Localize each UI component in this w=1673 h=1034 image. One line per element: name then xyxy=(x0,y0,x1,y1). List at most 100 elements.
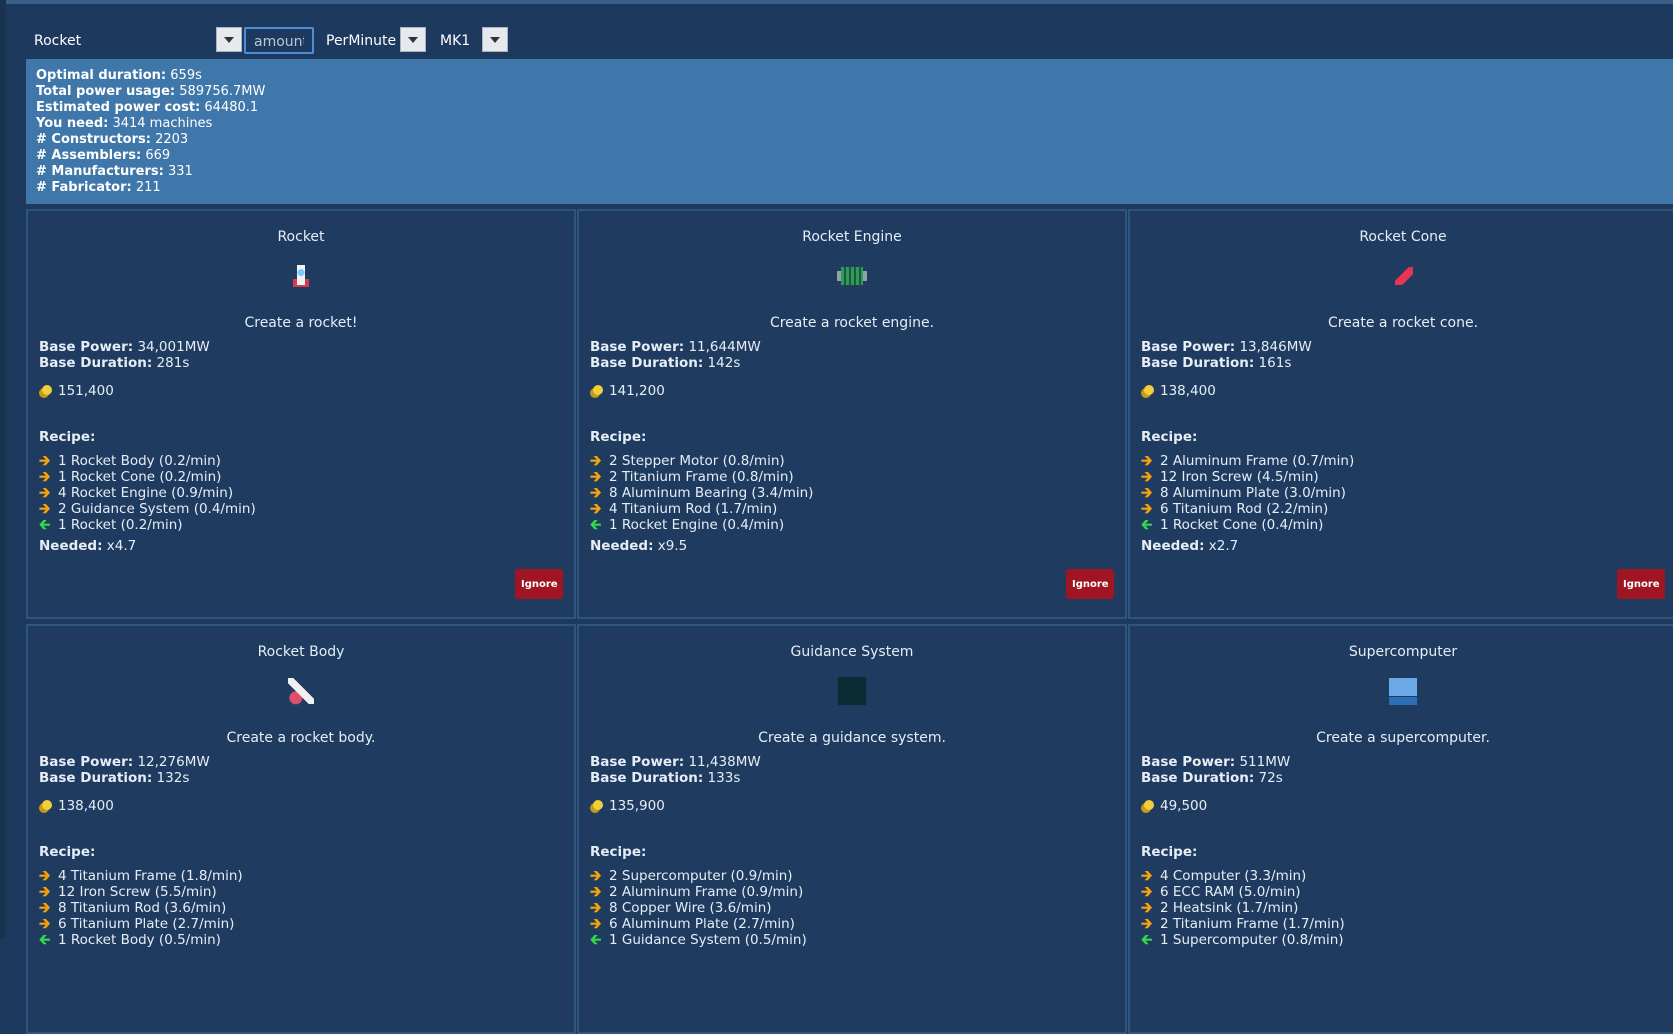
recipe-item: 🡲 2 Guidance System (0.4/min) xyxy=(39,501,256,517)
recipe-heading: Recipe: xyxy=(1141,844,1198,860)
card-stats: Base Power: 11,644MW Base Duration: 142s xyxy=(590,339,761,371)
recipe-item-text: 6 ECC RAM (5.0/min) xyxy=(1160,884,1301,900)
cost-value: 138,400 xyxy=(58,798,114,814)
arrow-left-icon: 🡰 xyxy=(39,932,51,948)
recipe-item: 🡲 2 Stepper Motor (0.8/min) xyxy=(590,453,813,469)
base-duration-value: 132s xyxy=(156,770,190,786)
recipe-item: 🡰 1 Rocket Body (0.5/min) xyxy=(39,932,243,948)
card-description: Create a guidance system. xyxy=(758,730,946,746)
recipe-heading: Recipe: xyxy=(590,844,647,860)
coin-icon xyxy=(1141,799,1154,813)
summary-value: 669 xyxy=(145,148,171,163)
cost-row: 141,200 xyxy=(590,383,665,399)
base-duration-value: 133s xyxy=(707,770,741,786)
summary-value: 659s xyxy=(170,68,202,83)
cost-value: 49,500 xyxy=(1160,798,1208,814)
item-select[interactable]: Rocket xyxy=(26,27,242,54)
chevron-down-icon[interactable] xyxy=(482,27,508,52)
base-power-row: Base Power: 511MW xyxy=(1141,754,1290,770)
card-description: Create a supercomputer. xyxy=(1316,730,1490,746)
recipe-item-text: 6 Titanium Rod (2.2/min) xyxy=(1160,501,1329,517)
cost-row: 49,500 xyxy=(1141,798,1207,814)
summary-row: You need: 3414 machines xyxy=(36,116,1663,132)
chevron-down-icon[interactable] xyxy=(216,27,242,52)
arrow-right-icon: 🡲 xyxy=(39,469,51,485)
arrow-right-icon: 🡲 xyxy=(590,469,602,485)
arrow-right-icon: 🡲 xyxy=(39,868,51,884)
recipe-item-text: 12 Iron Screw (5.5/min) xyxy=(58,884,217,900)
arrow-right-icon: 🡲 xyxy=(590,868,602,884)
recipe-item-text: 8 Copper Wire (3.6/min) xyxy=(609,900,772,916)
base-power-value: 11,644MW xyxy=(688,339,761,355)
arrow-right-icon: 🡲 xyxy=(1141,884,1153,900)
base-power-value: 13,846MW xyxy=(1239,339,1312,355)
arrow-right-icon: 🡲 xyxy=(1141,469,1153,485)
base-duration-value: 161s xyxy=(1258,355,1292,371)
amount-input[interactable] xyxy=(244,27,314,54)
guidance-system-icon xyxy=(835,674,869,708)
recipe-item-text: 4 Titanium Rod (1.7/min) xyxy=(609,501,778,517)
card-title: Rocket Cone xyxy=(1359,229,1447,245)
recipe-item: 🡲 2 Supercomputer (0.9/min) xyxy=(590,868,807,884)
needed-label: Needed: xyxy=(590,538,654,554)
card-description: Create a rocket cone. xyxy=(1327,315,1479,331)
arrow-right-icon: 🡲 xyxy=(1141,868,1153,884)
tier-select[interactable]: MK1 xyxy=(432,27,508,54)
rate-select[interactable]: PerMinute xyxy=(318,27,426,54)
ignore-button[interactable]: Ignore xyxy=(515,569,563,599)
needed-row: Needed: x4.7 xyxy=(39,538,136,554)
ignore-button[interactable]: Ignore xyxy=(1066,569,1114,599)
base-duration-label: Base Duration: xyxy=(590,770,704,786)
recipe-list: 🡲 2 Aluminum Frame (0.7/min) 🡲 12 Iron Scre… xyxy=(1141,453,1354,533)
card-stats: Base Power: 12,276MW Base Duration: 132s xyxy=(39,754,210,786)
card-description: Create a rocket body. xyxy=(226,730,376,746)
card-title: Guidance System xyxy=(790,644,914,660)
summary-row: Total power usage: 589756.7MW xyxy=(36,84,1663,100)
cost-row: 151,400 xyxy=(39,383,114,399)
recipe-item: 🡰 1 Guidance System (0.5/min) xyxy=(590,932,807,948)
rate-select-value: PerMinute xyxy=(326,32,397,49)
arrow-right-icon: 🡲 xyxy=(590,501,602,517)
recipe-item-text: 8 Titanium Rod (3.6/min) xyxy=(58,900,227,916)
recipe-card: Rocket Body Create a rocket body. Base P… xyxy=(26,624,576,1034)
recipe-item: 🡲 6 ECC RAM (5.0/min) xyxy=(1141,884,1345,900)
arrow-right-icon: 🡲 xyxy=(590,453,602,469)
arrow-right-icon: 🡲 xyxy=(590,884,602,900)
cost-value: 138,400 xyxy=(1160,383,1216,399)
arrow-right-icon: 🡲 xyxy=(39,485,51,501)
summary-row: # Manufacturers: 331 xyxy=(36,164,1663,180)
summary-value: 2203 xyxy=(155,132,189,147)
recipe-item: 🡲 4 Rocket Engine (0.9/min) xyxy=(39,485,256,501)
arrow-right-icon: 🡲 xyxy=(590,485,602,501)
summary-value: 331 xyxy=(167,164,193,179)
card-stats: Base Power: 11,438MW Base Duration: 133s xyxy=(590,754,761,786)
base-duration-row: Base Duration: 132s xyxy=(39,770,210,786)
recipe-item-text: 8 Aluminum Bearing (3.4/min) xyxy=(609,485,814,501)
recipe-item: 🡲 8 Aluminum Bearing (3.4/min) xyxy=(590,485,813,501)
recipe-item: 🡲 8 Copper Wire (3.6/min) xyxy=(590,900,807,916)
ignore-button[interactable]: Ignore xyxy=(1617,569,1665,599)
chevron-down-icon[interactable] xyxy=(400,27,426,52)
recipe-item-text: 4 Computer (3.3/min) xyxy=(1160,868,1307,884)
arrow-left-icon: 🡰 xyxy=(590,932,602,948)
recipe-item-text: 1 Rocket Body (0.5/min) xyxy=(58,932,221,948)
summary-value: 3414 machines xyxy=(112,116,213,131)
recipe-heading: Recipe: xyxy=(39,844,96,860)
base-power-label: Base Power: xyxy=(1141,339,1236,355)
base-power-value: 11,438MW xyxy=(688,754,761,770)
recipe-item: 🡲 1 Rocket Cone (0.2/min) xyxy=(39,469,256,485)
base-duration-row: Base Duration: 133s xyxy=(590,770,761,786)
base-duration-row: Base Duration: 161s xyxy=(1141,355,1312,371)
coin-icon xyxy=(39,799,52,813)
cost-value: 141,200 xyxy=(609,383,665,399)
recipe-item-text: 2 Aluminum Frame (0.9/min) xyxy=(609,884,804,900)
summary-row: # Fabricator: 211 xyxy=(36,180,1663,196)
recipe-item-text: 2 Heatsink (1.7/min) xyxy=(1160,900,1299,916)
recipe-item: 🡲 6 Aluminum Plate (2.7/min) xyxy=(590,916,807,932)
needed-row: Needed: x2.7 xyxy=(1141,538,1238,554)
recipe-item: 🡲 8 Aluminum Plate (3.0/min) xyxy=(1141,485,1354,501)
coin-icon xyxy=(590,799,603,813)
summary-row: Optimal duration: 659s xyxy=(36,68,1663,84)
card-stats: Base Power: 34,001MW Base Duration: 281s xyxy=(39,339,210,371)
base-power-label: Base Power: xyxy=(590,339,685,355)
